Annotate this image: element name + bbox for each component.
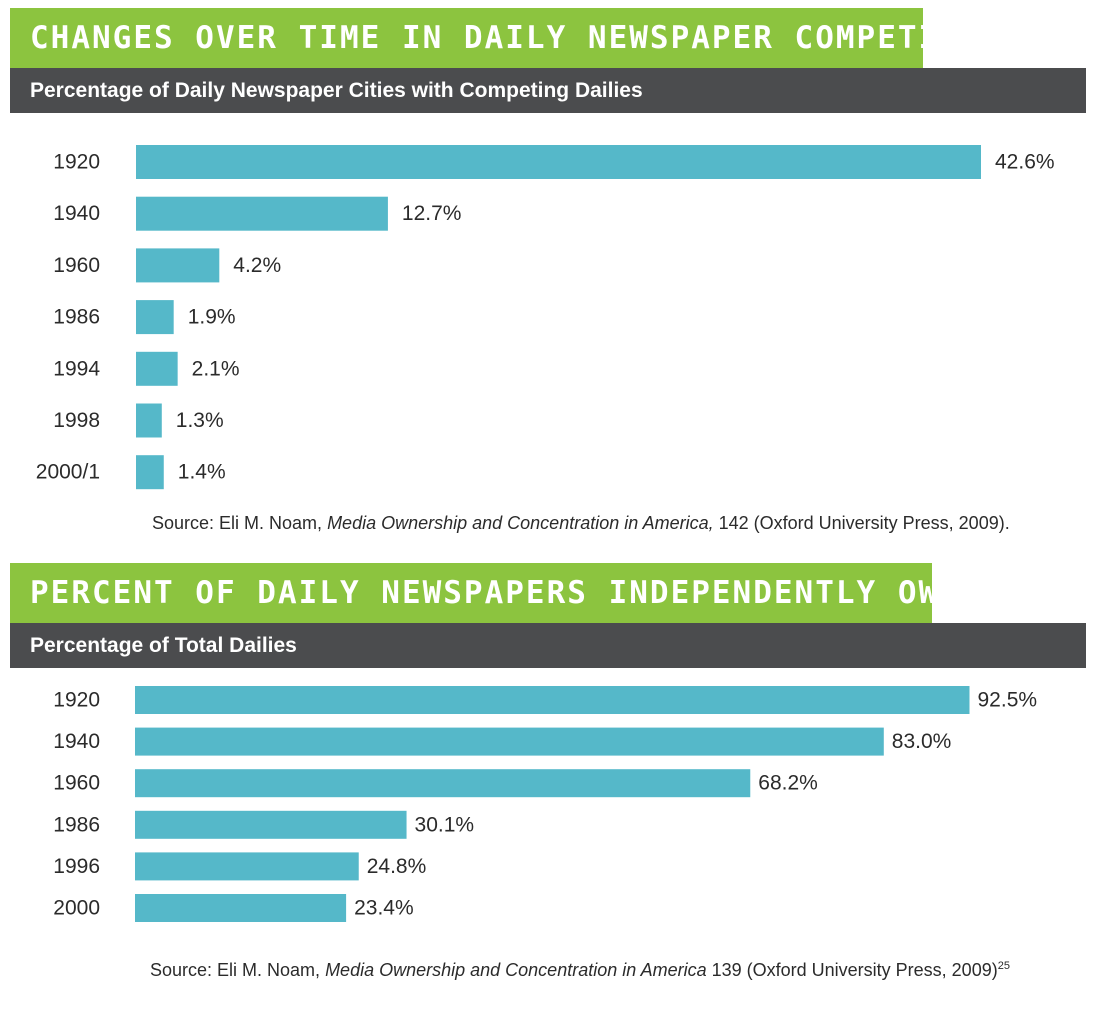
chart1-plot: 1920 42.6% 1940 12.7% 1960 4.2% 1986 1.9% 1994 2.…	[36, 145, 1055, 490]
chart1-bar-1920	[136, 145, 981, 179]
chart1-category-label: 1940	[53, 202, 100, 225]
chart1-category-label: 1998	[53, 409, 100, 432]
chart2-bar-2000	[135, 894, 347, 922]
chart2-value-label: 23.4%	[354, 897, 414, 920]
chart2-category-label: 2000	[53, 897, 100, 920]
chart1-category-label: 2000/1	[36, 461, 100, 484]
chart1-source-prefix: Source: Eli M. Noam,	[152, 513, 328, 533]
chart2-source-suffix: 139 (Oxford University Press, 2009)	[706, 960, 998, 980]
chart2-bar-1996	[135, 852, 359, 881]
chart1-source: Source: Eli M. Noam, Media Ownership and…	[152, 513, 1107, 534]
chart2-bar-1940	[135, 727, 884, 756]
chart1-category-label: 1960	[53, 254, 100, 277]
chart2-value-label: 68.2%	[758, 772, 818, 795]
chart2-subtitle: Percentage of Total Dailies	[10, 623, 1086, 668]
chart2-value-label: 24.8%	[367, 855, 427, 878]
chart2-category-label: 1940	[53, 730, 100, 753]
chart2-bar-1986	[135, 810, 407, 839]
chart1-bar-1940	[136, 196, 388, 231]
chart2-value-label: 83.0%	[892, 730, 952, 753]
chart1-category-label: 1986	[53, 306, 100, 329]
chart1-title: CHANGES OVER TIME IN DAILY NEWSPAPER COM…	[10, 8, 923, 68]
chart2-source-title: Media Ownership and Concentration in Ame…	[325, 960, 707, 980]
chart2-category-label: 1920	[53, 689, 100, 712]
chart1-value-label: 12.7%	[402, 202, 462, 225]
chart1-category-label: 1994	[53, 357, 100, 380]
chart1-bar-1986	[136, 300, 174, 335]
chart2-bar-1960	[135, 769, 751, 798]
chart2-value-label: 92.5%	[978, 689, 1038, 712]
chart1-value-label: 1.3%	[176, 409, 224, 432]
chart2-bar-1920	[135, 686, 970, 714]
chart1-value-label: 42.6%	[995, 151, 1055, 174]
chart1-source-title: Media Ownership and Concentration in Ame…	[327, 513, 714, 533]
chart2-category-label: 1960	[53, 772, 100, 795]
chart2-plot: 1920 92.5% 1940 83.0% 1960 68.2% 1986 30.1% 1996…	[53, 686, 1038, 922]
chart2-value-label: 30.1%	[415, 813, 475, 836]
chart1-bar-1960	[136, 248, 220, 283]
chart1-subtitle: Percentage of Daily Newspaper Cities wit…	[10, 68, 1086, 113]
chart2-category-label: 1986	[53, 813, 100, 836]
chart1-bar-2000-1	[136, 455, 164, 490]
chart1-bar-1994	[136, 351, 178, 386]
chart1-value-label: 2.1%	[192, 357, 240, 380]
chart1-source-suffix: 142 (Oxford University Press, 2009).	[713, 513, 1010, 533]
chart2-source: Source: Eli M. Noam, Media Ownership and…	[150, 960, 1107, 981]
chart2-source-prefix: Source: Eli M. Noam,	[150, 960, 326, 980]
chart1-category-label: 1920	[53, 151, 100, 174]
chart2-title: PERCENT OF DAILY NEWSPAPERS INDEPENDENTL…	[10, 563, 932, 623]
chart1-value-label: 1.4%	[178, 461, 226, 484]
chart1-value-label: 4.2%	[233, 254, 281, 277]
chart1-value-label: 1.9%	[188, 306, 236, 329]
chart2-source-footnote: 25	[997, 960, 1010, 972]
chart1-bar-1998	[136, 403, 162, 438]
chart2-category-label: 1996	[53, 855, 100, 878]
